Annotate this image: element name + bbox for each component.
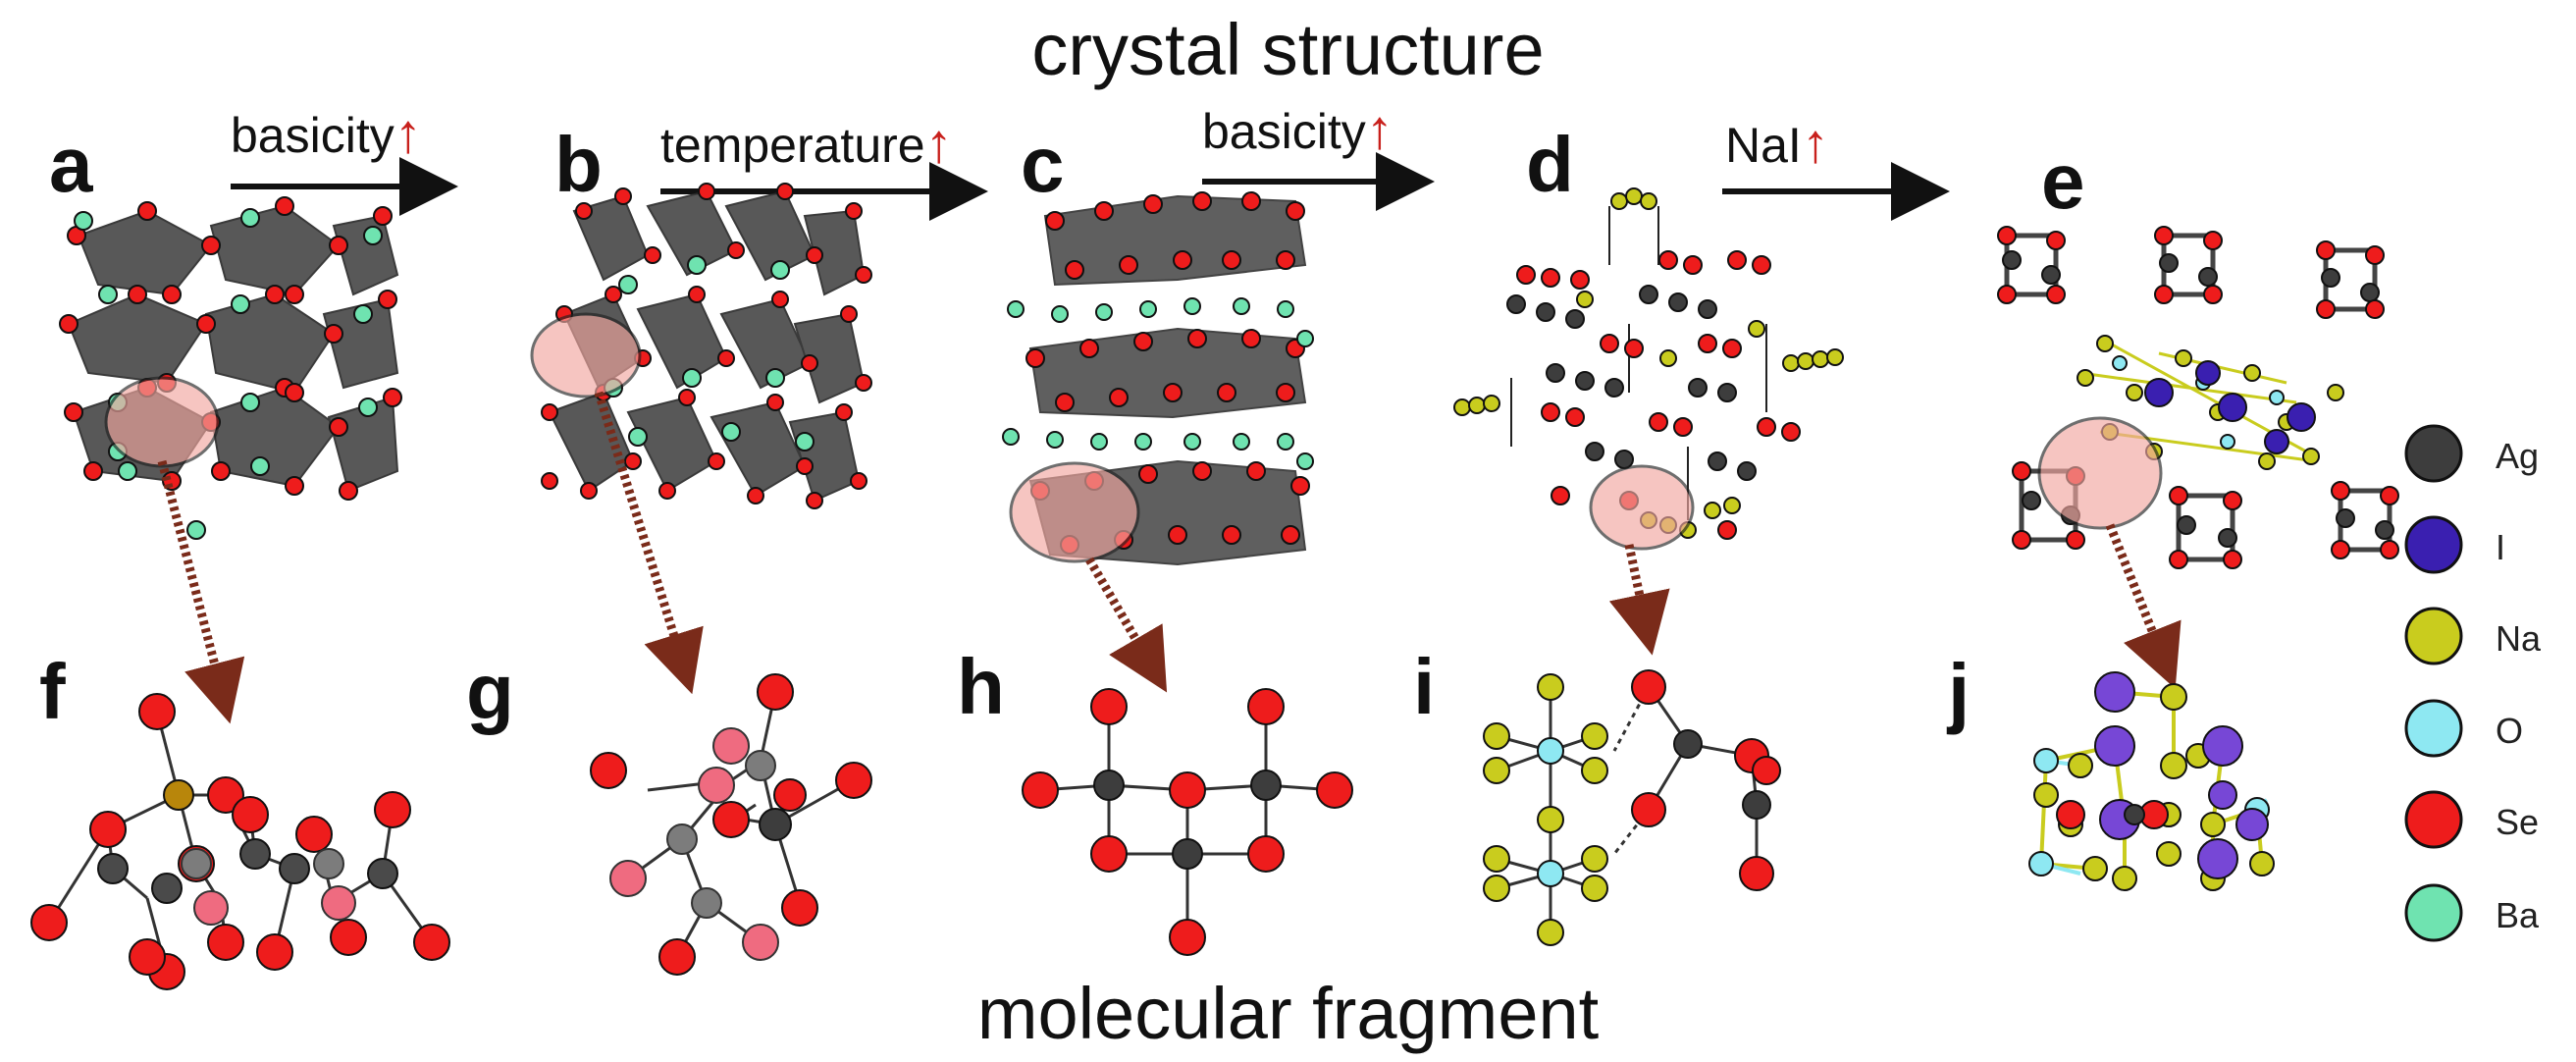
bottom-title: molecular fragment xyxy=(976,973,1600,1054)
fragment-j xyxy=(2028,671,2275,891)
fragment-h xyxy=(1022,688,1353,956)
up-arrow-icon-2: ↑ xyxy=(924,112,953,174)
legend-label-i: I xyxy=(2496,527,2506,567)
legend-label-na: Na xyxy=(2496,618,2542,659)
condition-text-4: NaI xyxy=(1725,118,1802,173)
condition-text-1: basicity xyxy=(231,108,394,163)
condition-text-3: basicity xyxy=(1202,104,1366,159)
crystal-structure-e xyxy=(1997,226,2399,569)
crystal-structure-c xyxy=(1002,191,1314,566)
up-arrow-icon-4: ↑ xyxy=(1801,112,1829,174)
panel-label-g: g xyxy=(466,648,514,735)
condition-label-1: basicity↑ xyxy=(231,106,422,161)
fragment-f xyxy=(30,693,450,990)
panel-label-c: c xyxy=(1021,121,1065,208)
dotted-arrow-a-f xyxy=(157,459,245,724)
panel-label-b: b xyxy=(554,121,603,208)
crystal-structure-b xyxy=(530,183,872,509)
legend-label-se: Se xyxy=(2496,802,2540,842)
dotted-arrow-c-h xyxy=(1085,557,1168,693)
panel-label-e: e xyxy=(2041,137,2085,225)
condition-label-3: basicity↑ xyxy=(1202,102,1393,157)
legend-label-ag: Ag xyxy=(2496,436,2540,476)
legend-label-ba: Ba xyxy=(2496,895,2540,935)
panel-label-i: i xyxy=(1413,643,1436,730)
panel-label-f: f xyxy=(39,648,66,735)
dotted-arrow-d-i xyxy=(1608,544,1670,656)
legend-label-o: O xyxy=(2496,711,2524,751)
condition-text-2: temperature xyxy=(660,118,925,173)
up-arrow-icon-1: ↑ xyxy=(394,102,422,164)
condition-label-2: temperature↑ xyxy=(660,116,953,171)
crystal-structure-d xyxy=(1453,187,1844,551)
up-arrow-icon-3: ↑ xyxy=(1365,98,1393,160)
panel-label-a: a xyxy=(49,121,93,208)
legend-swatch-na xyxy=(2404,607,2463,665)
dotted-arrow-e-j xyxy=(2105,523,2182,689)
fragment-i xyxy=(1483,669,1781,946)
fragment-g xyxy=(590,673,872,976)
legend xyxy=(2404,424,2463,942)
top-title: crystal structure xyxy=(1031,9,1545,90)
legend-swatch-ba xyxy=(2404,883,2463,942)
legend-swatch-se xyxy=(2404,790,2463,849)
panel-label-h: h xyxy=(957,643,1005,730)
condition-label-4: NaI↑ xyxy=(1725,116,1829,171)
legend-swatch-ag xyxy=(2404,424,2463,483)
legend-swatch-o xyxy=(2404,699,2463,758)
crystal-structure-a xyxy=(59,196,402,540)
dotted-arrow-b-g xyxy=(594,391,704,695)
panel-label-j: j xyxy=(1948,648,1971,735)
legend-swatch-i xyxy=(2404,515,2463,574)
panel-label-d: d xyxy=(1526,121,1574,208)
